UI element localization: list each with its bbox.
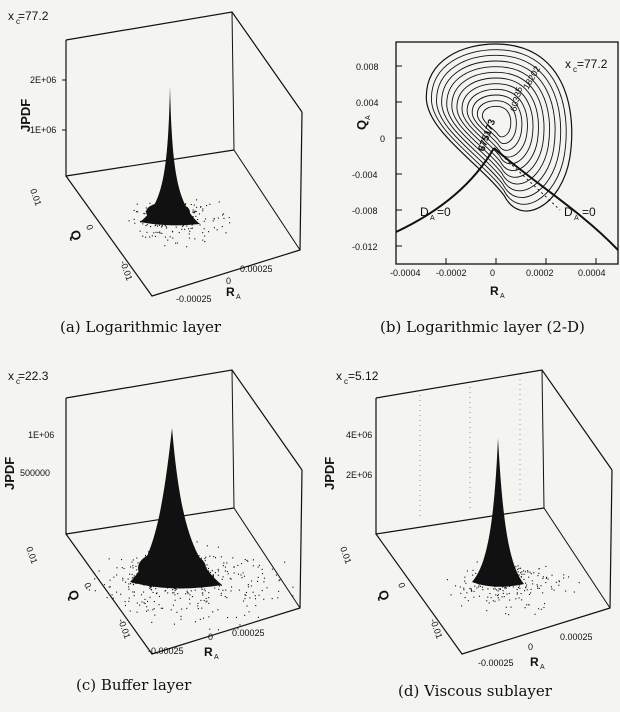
panel-c-param-sub: c [16,377,20,386]
panel-d-param-sub: c [344,377,348,386]
panel-b-curve-label-left-eq: =0 [437,205,451,219]
panel-c-param-value: =22.3 [18,369,49,383]
panel-b-xlabel: R [490,284,499,298]
panel-b-curve-label-right-sub: A [574,215,579,222]
caption-d: (d) Viscous sublayer [398,682,552,700]
panel-c-xtick-2: 0 [208,632,213,642]
panel-b-xlabel-sub: A [500,293,505,300]
panel-c-scatter [86,541,294,631]
panel-a-param-label: x [8,9,14,23]
panel-a-param-value: =77.2 [18,9,49,23]
panel-a-ztick-2: 1E+06 [30,125,56,135]
panel-d-ytick-3: -0.01 [428,617,444,640]
panel-b-curve-label-right-eq: =0 [582,205,596,219]
panel-b-ytick-3: 0 [380,134,385,144]
panel-d-xtick-3: 0.00025 [560,632,593,642]
panel-b-ytick-5: -0.008 [352,206,378,216]
panel-d-xlabel: R [530,655,539,669]
panel-d-xtick-2: 0 [528,642,533,652]
panel-b-curve-left [395,147,495,233]
panel-a-scatter [128,199,231,248]
panel-a-plot: x c =77.2 JPDF 2E+06 1E+06 0.01 0 -0.01 … [8,9,303,304]
panel-c-xtick-3: 0.00025 [232,628,265,638]
panel-a-xlabel-sub: A [236,294,241,301]
panel-b-ytick-2: 0.004 [356,98,379,108]
panel-b-ylabel: Q [354,120,369,130]
panel-b-curve-label-right: D [564,205,573,219]
panel-d-zlabel: JPDF [322,457,337,490]
panel-b-contour-label-2: 60335 [508,86,524,113]
panel-d-param-label: x [336,369,342,383]
panel-b-ytick-6: -0.012 [352,242,378,252]
panel-c-zlabel: JPDF [2,457,17,490]
panel-a-ylabel: Q [67,228,85,243]
panel-c-xlabel-sub: A [214,654,219,661]
panel-a-param-sub: c [16,17,20,26]
panel-c-ylabel: Q [65,588,83,603]
panel-b-ticks [395,65,597,264]
panel-c-ytick-3: -0.01 [116,617,132,640]
panel-c-ytick-1: 0.01 [24,545,39,565]
panel-c-ztick-2: 500000 [20,468,50,478]
panel-d-ylabel: Q [375,588,393,603]
panel-d-param-value: =5.12 [348,369,379,383]
panel-a-xtick-1: -0.00025 [176,294,212,304]
panel-b-param-value: =77.2 [577,57,608,71]
panel-d-xlabel-sub: A [540,664,545,671]
panel-d-ytick-1: 0.01 [338,545,353,565]
panel-c-ytick-2: 0 [82,581,93,589]
panel-b-ylabel-sub: A [365,115,372,120]
panel-b-contour-label-1: 18202 [521,64,542,91]
panel-b-param-label: x [565,57,571,71]
panel-a-ytick-1: 0.01 [28,187,43,207]
panel-b-curve-right [493,147,619,251]
panel-a-ztick-1: 2E+06 [30,75,56,85]
panel-c-param-label: x [8,369,14,383]
panel-a-zlabel: JPDF [18,99,33,132]
panel-b-ytick-4: -0.004 [352,170,378,180]
caption-c: (c) Buffer layer [76,676,192,694]
panel-b-param-sub: c [573,65,577,74]
panel-d-ztick-2: 2E+06 [346,470,372,480]
panel-b-plot: 0.008 0.004 0 -0.004 -0.008 -0.012 -0.00… [352,41,619,300]
panel-b-curve-label-left: D [420,205,429,219]
panel-b-ytick-1: 0.008 [356,62,379,72]
panel-b-curve-label-left-sub: A [430,215,435,222]
panel-d-scatter [446,561,580,616]
caption-b: (b) Logarithmic layer (2-D) [380,318,585,336]
panel-d-ytick-2: 0 [396,581,407,589]
panel-b-frame [395,41,619,265]
panel-b-xtick-5: 0.0004 [578,268,606,278]
panel-b-xtick-1: -0.0004 [390,268,421,278]
panel-b-xtick-2: -0.0002 [436,268,467,278]
panel-c-xtick-1: -0.00025 [148,646,184,656]
panel-a-ytick-2: 0 [84,223,95,231]
panel-c-ztick-1: 1E+06 [28,430,54,440]
panel-a-xtick-3: 0.00025 [240,264,273,274]
panel-b-xtick-4: 0.0002 [526,268,554,278]
panel-c-xlabel: R [204,645,213,659]
panel-c-plot: x c =22.3 JPDF 1E+06 500000 0.01 0 -0.01… [2,369,303,661]
panel-a-xtick-2: 0 [226,276,231,286]
panel-d-xtick-1: -0.00025 [478,658,514,668]
panel-a-xlabel: R [226,285,235,299]
panel-b-contours [425,43,573,212]
panel-a-ytick-3: -0.01 [118,259,134,282]
panel-d-ztick-1: 4E+06 [346,430,372,440]
caption-a: (a) Logarithmic layer [60,318,222,336]
panel-d-plot: x c =5.12 JPDF 4E+06 2E+06 0.01 0 -0.01 … [322,369,613,671]
panel-b-xtick-3: 0 [490,268,495,278]
